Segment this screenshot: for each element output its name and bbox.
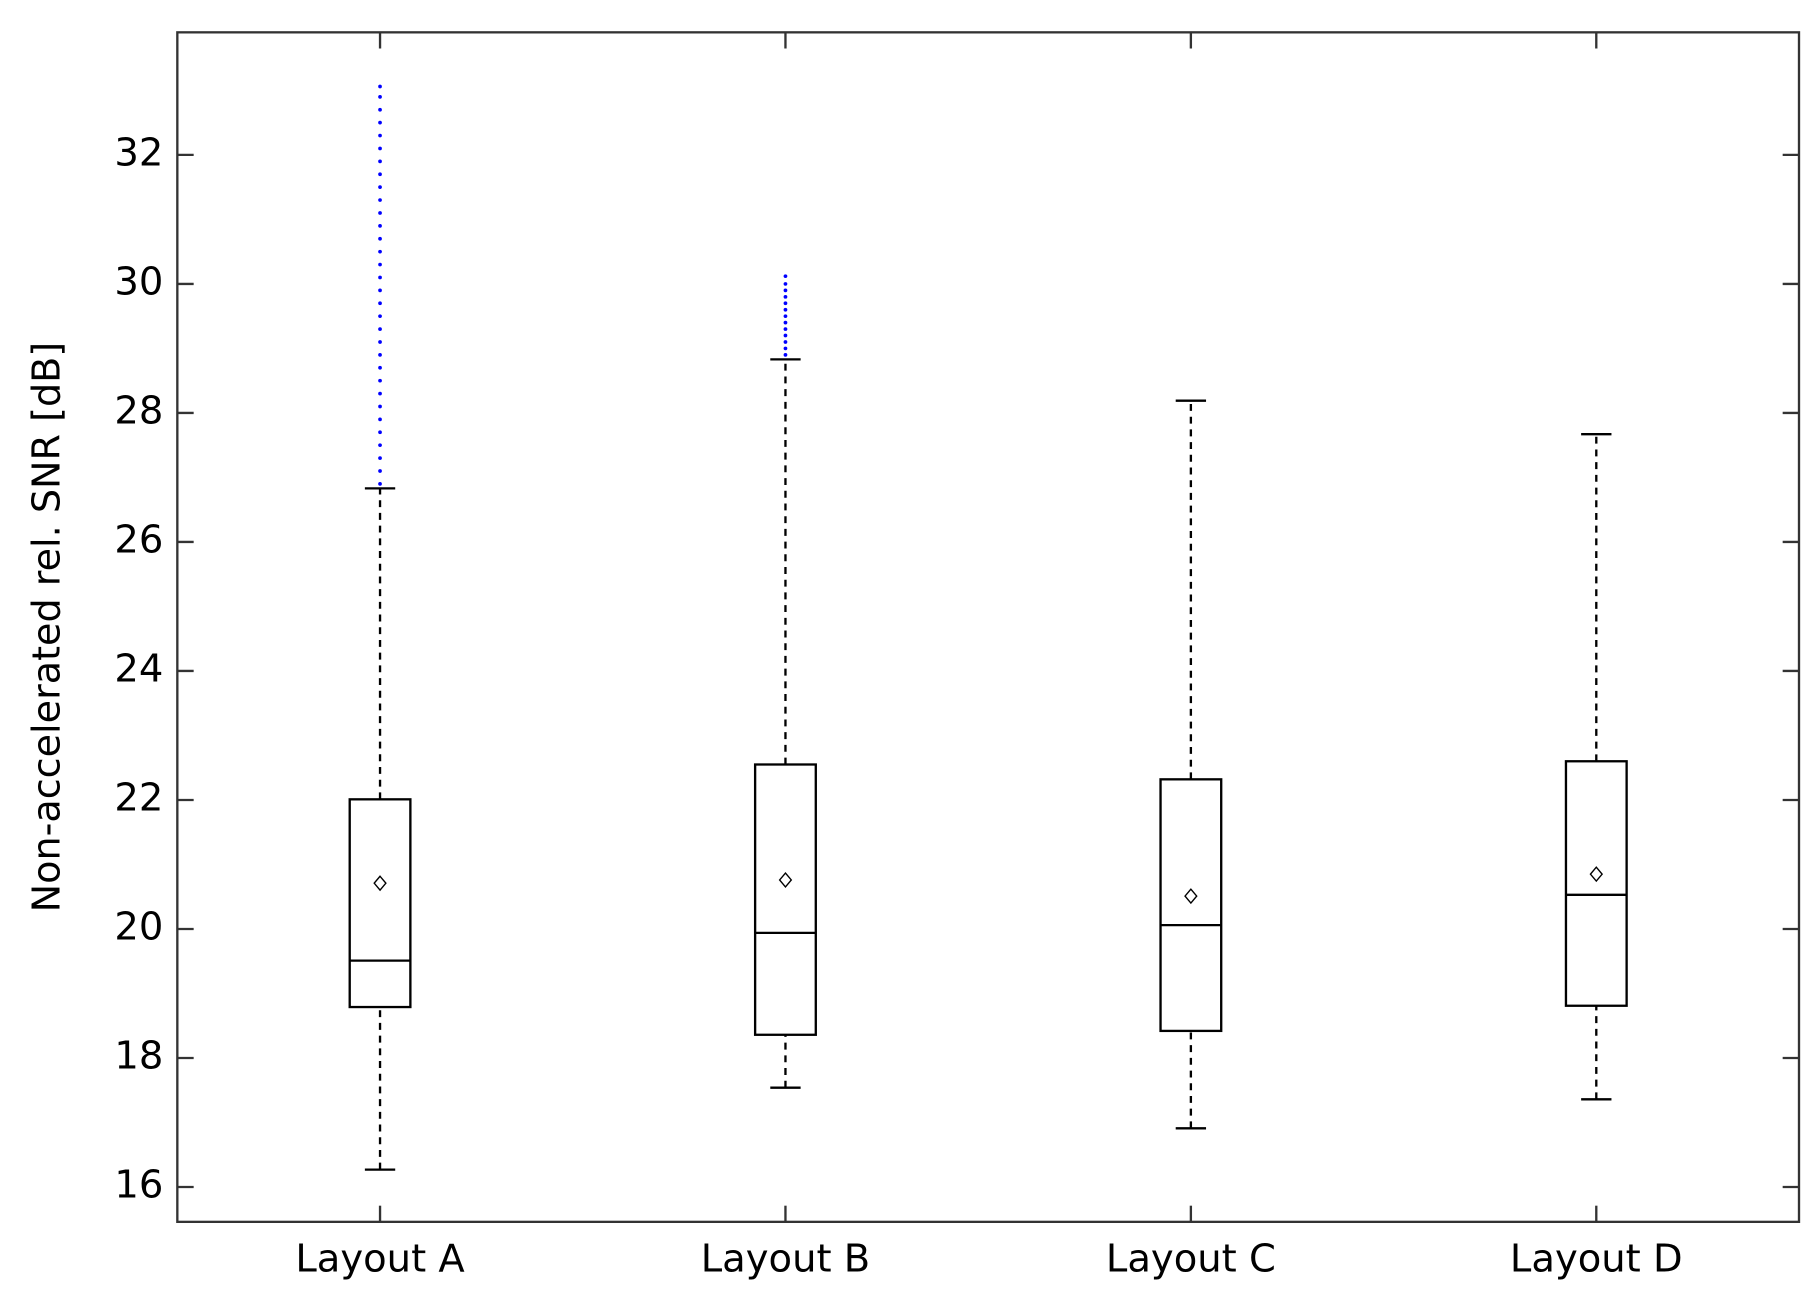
outlier (378, 327, 382, 331)
outlier (783, 274, 788, 279)
outlier (378, 275, 382, 280)
x-tick-label: Layout C (1106, 1237, 1276, 1282)
box (1159, 778, 1223, 1033)
outlier (378, 417, 382, 422)
outlier (783, 288, 788, 293)
outlier (378, 391, 382, 396)
outlier (378, 198, 382, 202)
y-tick-label: 20 (114, 905, 163, 950)
outlier (378, 120, 382, 125)
outlier (783, 294, 788, 299)
mean-marker (1184, 888, 1198, 905)
outlier (378, 353, 382, 357)
outlier (783, 301, 788, 306)
y-tick-label: 16 (114, 1163, 163, 1208)
outlier (783, 340, 788, 344)
outlier (378, 224, 382, 228)
outlier (378, 146, 382, 151)
mean-marker (1589, 866, 1604, 883)
y-tick-label: 22 (114, 776, 163, 821)
outlier (783, 327, 788, 331)
x-tick-label: Layout D (1510, 1237, 1683, 1282)
outlier (378, 133, 382, 138)
y-tick-label: 32 (114, 131, 163, 176)
outlier (378, 211, 382, 215)
y-tick-label: 18 (114, 1034, 163, 1079)
outlier (378, 378, 382, 383)
outlier (378, 262, 382, 267)
outlier (378, 159, 382, 164)
outlier (378, 249, 382, 254)
outlier (378, 443, 382, 448)
y-tick-label: 26 (114, 518, 163, 563)
outlier (378, 365, 382, 370)
outlier (378, 185, 382, 190)
box (348, 798, 412, 1009)
outlier (378, 482, 382, 486)
outlier (783, 307, 788, 312)
outlier (378, 314, 382, 319)
box (753, 763, 817, 1036)
outlier (378, 107, 382, 112)
outlier (783, 320, 788, 325)
mean-marker (373, 875, 387, 892)
outlier (378, 469, 382, 473)
outlier (378, 94, 382, 99)
outlier (378, 84, 382, 89)
box (1564, 760, 1628, 1007)
outlier (783, 282, 788, 286)
outlier (378, 430, 382, 435)
outlier (783, 346, 788, 351)
outlier (378, 301, 382, 306)
x-tick-label: Layout A (295, 1237, 464, 1282)
outlier (378, 456, 382, 460)
outlier (378, 288, 382, 293)
mean-marker (778, 871, 793, 888)
outlier (378, 404, 382, 409)
y-tick-label: 24 (114, 647, 163, 692)
y-tick-label: 30 (114, 260, 163, 305)
outlier (378, 236, 382, 241)
outlier (783, 314, 788, 319)
outlier (783, 333, 788, 338)
x-tick-label: Layout B (701, 1237, 870, 1282)
outlier (378, 172, 382, 177)
y-axis-label: Non-accelerated rel. SNR [dB] (24, 342, 69, 913)
plot-frame (176, 31, 1801, 1224)
y-tick-label: 28 (114, 389, 163, 434)
outlier (783, 353, 788, 357)
outlier (378, 340, 382, 344)
